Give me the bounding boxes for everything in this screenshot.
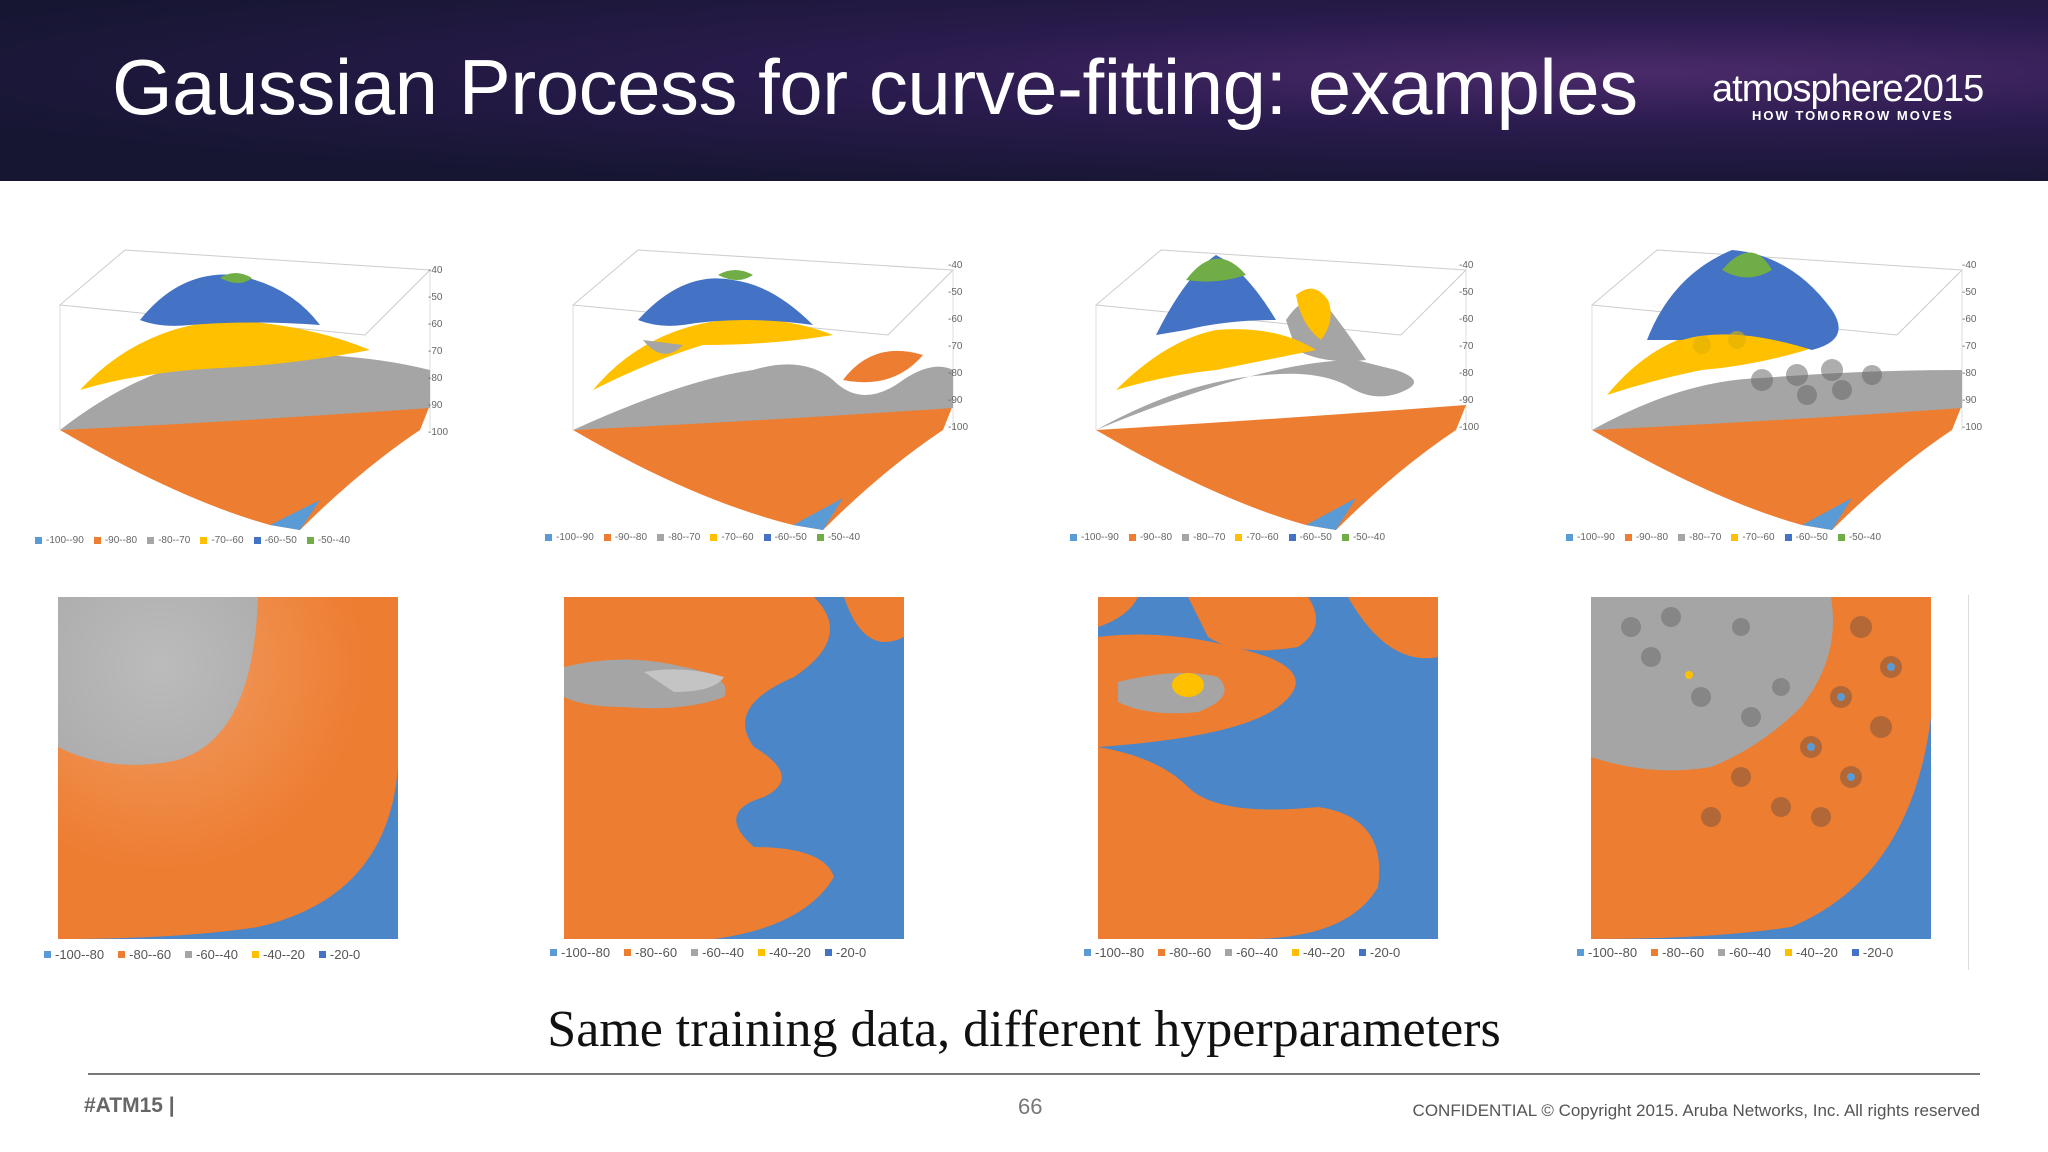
panel-divider — [1968, 595, 1969, 970]
logo-tagline: HOW TOMORROW MOVES — [1752, 108, 1954, 123]
legend-item: -100--90 — [545, 532, 594, 543]
atmosphere-logo: atmosphere2015 HOW TOMORROW MOVES — [1712, 68, 1984, 128]
surface-plot-3: -40 -50 -60 -70 -80 -90 -100 -100--90 -90--80 … — [1066, 230, 1496, 550]
heatmap-3-legend: -100--80 -80--60 -60--40 -40--20 -20-0 — [1084, 945, 1400, 960]
slide-header: Gaussian Process for curve-fitting: exam… — [0, 0, 2048, 181]
heatmap-4-legend: -100--80 -80--60 -60--40 -40--20 -20-0 — [1577, 945, 1893, 960]
surface-1-z-axis: -40 -50 -60 -70 -80 -90 -100 — [428, 265, 449, 438]
heatmap-1-legend: -100--80 -80--60 -60--40 -40--20 -20-0 — [44, 947, 360, 962]
legend-item: -60--40 — [691, 945, 744, 960]
surface-plot-4: -40 -50 -60 -70 -80 -90 -100 -100--90 -90--80 … — [1562, 230, 1992, 550]
legend-item: -90--80 — [603, 532, 647, 543]
legend-item: -80--70 — [147, 535, 190, 546]
legend-item: -60--40 — [185, 947, 238, 962]
surface-1-legend: -100--90 -90--80 -80--70 -70--60 -60--50… — [35, 535, 350, 546]
legend-item: -70--60 — [200, 535, 244, 546]
heatmap-2-legend: -100--80 -80--60 -60--40 -40--20 -20-0 — [550, 945, 866, 960]
legend-item: -60--50 — [253, 535, 297, 546]
legend-item: -90--80 — [93, 535, 137, 546]
legend-item: -90--80 — [1624, 532, 1668, 543]
legend-item: -80--70 — [1182, 532, 1225, 543]
legend-item: -60--50 — [1288, 532, 1332, 543]
legend-item: -50--40 — [1837, 532, 1881, 543]
legend-item: -100--90 — [1070, 532, 1119, 543]
surface-4-legend: -100--90 -90--80 -80--70 -70--60 -60--50… — [1566, 532, 1881, 543]
legend-item: -50--40 — [1341, 532, 1385, 543]
surface-4-z-axis: -40 -50 -60 -70 -80 -90 -100 — [1962, 260, 1983, 433]
legend-item: -60--40 — [1225, 945, 1278, 960]
legend-item: -90--80 — [1128, 532, 1172, 543]
slide-caption: Same training data, different hyperparam… — [547, 1001, 1501, 1058]
surface-3-legend: -100--90 -90--80 -80--70 -70--60 -60--50… — [1070, 532, 1385, 543]
legend-item: -80--60 — [1651, 945, 1704, 960]
heatmap-4: -100--80 -80--60 -60--40 -40--20 -20-0 — [1575, 595, 1975, 975]
footer-divider — [88, 1073, 1980, 1075]
legend-item: -60--50 — [763, 532, 807, 543]
surface-1-graphic — [58, 249, 432, 530]
surface-3-graphic — [1094, 249, 1468, 530]
legend-item: -100--80 — [44, 947, 104, 962]
legend-item: -60--50 — [1784, 532, 1828, 543]
logo-wordmark: atmosphere2015 — [1712, 68, 1984, 110]
legend-item: -40--20 — [757, 945, 811, 960]
footer-hashtag: #ATM15 | — [84, 1094, 175, 1117]
legend-item: -100--80 — [550, 945, 610, 960]
legend-item: -70--60 — [1235, 532, 1279, 543]
page-number: 66 — [1018, 1094, 1043, 1119]
legend-item: -80--60 — [118, 947, 171, 962]
heatmap-3-graphic — [1098, 597, 1438, 939]
legend-item: -20-0 — [1851, 945, 1893, 960]
heatmap-2: -100--80 -80--60 -60--40 -40--20 -20-0 — [548, 595, 918, 975]
heatmap-4-graphic — [1591, 597, 1931, 939]
legend-item: -20-0 — [318, 947, 360, 962]
legend-item: -40--20 — [251, 947, 305, 962]
legend-item: -70--60 — [710, 532, 754, 543]
legend-item: -50--40 — [816, 532, 860, 543]
legend-item: -70--60 — [1731, 532, 1775, 543]
legend-item: -80--60 — [1158, 945, 1211, 960]
legend-item: -80--70 — [657, 532, 700, 543]
copyright-notice: CONFIDENTIAL © Copyright 2015. Aruba Net… — [1412, 1101, 1980, 1120]
surface-plot-2: -40 -50 -60 -70 -80 -90 -100 -100--90 -90--80 … — [543, 230, 973, 550]
legend-item: -20-0 — [1358, 945, 1400, 960]
legend-item: -100--90 — [35, 535, 84, 546]
legend-item: -80--60 — [624, 945, 677, 960]
surface-2-graphic — [571, 249, 955, 530]
heatmap-3: -100--80 -80--60 -60--40 -40--20 -20-0 — [1080, 595, 1450, 975]
legend-item: -100--80 — [1084, 945, 1144, 960]
surface-plot-1: -40 -50 -60 -70 -80 -90 -100 -100--90 -90--80 … — [30, 230, 450, 550]
heatmap-1: -100--80 -80--60 -60--40 -40--20 -20-0 — [40, 595, 410, 975]
legend-item: -40--20 — [1291, 945, 1345, 960]
legend-item: -50--40 — [306, 535, 350, 546]
surface-4-graphic — [1590, 249, 1964, 530]
legend-item: -40--20 — [1784, 945, 1838, 960]
surface-2-legend: -100--90 -90--80 -80--70 -70--60 -60--50… — [545, 532, 860, 543]
heatmap-1-graphic — [58, 597, 398, 939]
surface-2-z-axis: -40 -50 -60 -70 -80 -90 -100 — [948, 260, 969, 433]
heatmap-2-graphic — [564, 597, 904, 939]
slide-title: Gaussian Process for curve-fitting: exam… — [112, 43, 1638, 131]
legend-item: -100--90 — [1566, 532, 1615, 543]
legend-item: -60--40 — [1718, 945, 1771, 960]
legend-item: -20-0 — [824, 945, 866, 960]
legend-item: -80--70 — [1678, 532, 1721, 543]
legend-item: -100--80 — [1577, 945, 1637, 960]
surface-3-z-axis: -40 -50 -60 -70 -80 -90 -100 — [1459, 260, 1480, 433]
